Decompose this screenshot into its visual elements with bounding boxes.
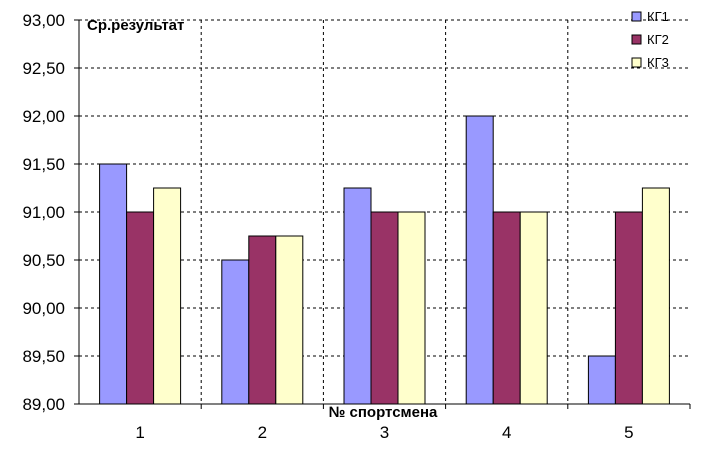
x-tick-label: 4 <box>502 423 511 442</box>
x-tick-label: 3 <box>380 423 389 442</box>
legend: КГ1 КГ2 КГ3 <box>631 9 669 70</box>
legend-swatch-КГ1 <box>631 11 642 22</box>
bar-КГ3-3 <box>397 211 426 405</box>
bar-КГ2-4 <box>492 211 521 405</box>
legend-label-КГ3: КГ3 <box>647 55 669 70</box>
bar-КГ3-4 <box>519 211 548 405</box>
y-tick-label: 90,50 <box>22 251 65 270</box>
legend-label-КГ2: КГ2 <box>647 32 669 47</box>
y-tick-label: 91,00 <box>22 203 65 222</box>
y-tick-label: 89,50 <box>22 347 65 366</box>
legend-swatch-КГ3 <box>631 57 642 68</box>
x-tick-label: 5 <box>624 423 633 442</box>
tick-labels: 89,00 89,50 90,00 90,50 91,00 91,50 92,00 92,50… <box>22 11 633 442</box>
y-tick-label: 90,00 <box>22 299 65 318</box>
bar-КГ3-5 <box>641 187 670 405</box>
bar-КГ1-1 <box>99 163 128 405</box>
y-tick-label: 92,50 <box>22 59 65 78</box>
x-tick-label: 1 <box>135 423 144 442</box>
bar-КГ2-1 <box>126 211 155 405</box>
y-axis-label: Ср.результат <box>87 17 184 34</box>
bar-КГ1-3 <box>343 187 372 405</box>
bar-КГ1-2 <box>221 259 250 405</box>
y-tick-label: 93,00 <box>22 11 65 30</box>
legend-label-КГ1: КГ1 <box>647 9 669 24</box>
grid-lines <box>79 19 690 404</box>
x-axis-label: № спортсмена <box>329 404 438 421</box>
bar-КГ2-3 <box>370 211 399 405</box>
x-tick-label: 2 <box>258 423 267 442</box>
bar-КГ1-4 <box>465 115 494 405</box>
y-tick-label: 91,50 <box>22 155 65 174</box>
axes <box>74 19 691 409</box>
bar-КГ3-2 <box>275 235 304 405</box>
bar-КГ3-1 <box>153 187 182 405</box>
legend-swatch-КГ2 <box>631 34 642 45</box>
bars <box>99 115 670 405</box>
y-tick-label: 92,00 <box>22 107 65 126</box>
bar-КГ1-5 <box>587 355 616 405</box>
bar-КГ2-2 <box>248 235 277 405</box>
bar-КГ2-5 <box>614 211 643 405</box>
y-tick-label: 89,00 <box>22 395 65 414</box>
